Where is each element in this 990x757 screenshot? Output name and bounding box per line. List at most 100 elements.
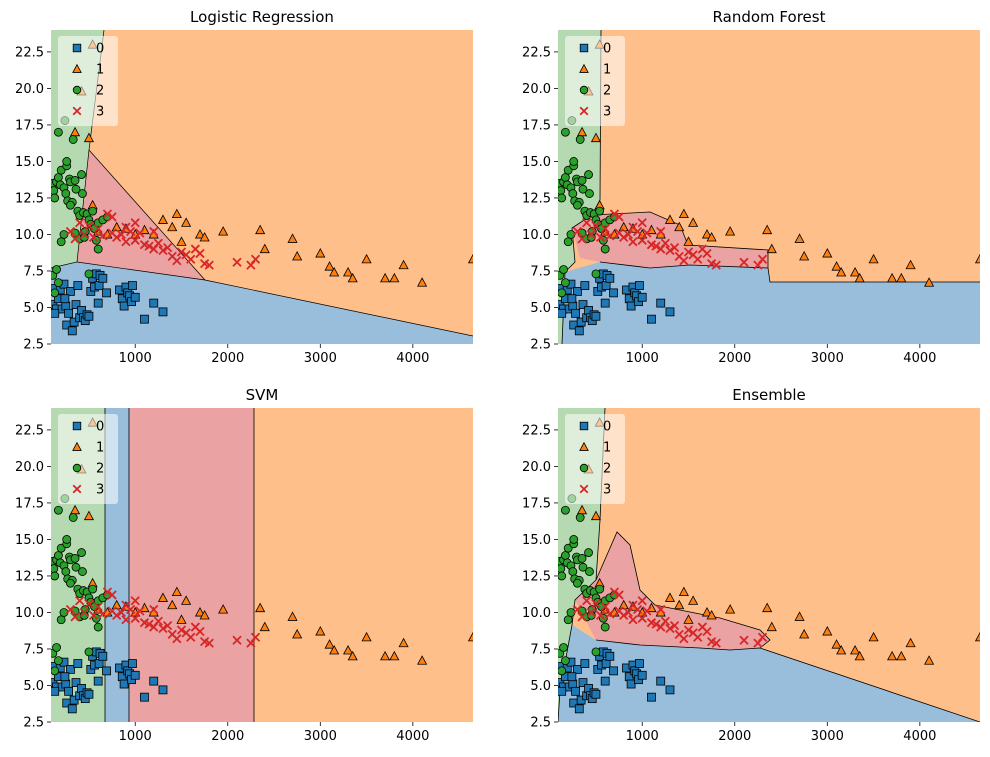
legend-label: 3 (603, 483, 611, 498)
data-point-class3 (102, 587, 113, 597)
data-point-class1 (194, 607, 206, 617)
data-point-class3 (88, 232, 99, 243)
data-point-class1 (706, 609, 717, 620)
subplot-title: Logistic Regression (190, 8, 334, 26)
data-point-class1 (417, 655, 428, 665)
data-point-class2 (561, 127, 570, 137)
data-point-class1 (218, 604, 229, 614)
data-point-class0 (102, 666, 111, 676)
subplot-svm: 1000 2000 3000 4000 2.5 5.0 7.5 10.0 12.5 15.0 17.… (15, 386, 473, 744)
data-point-class1 (342, 644, 354, 655)
data-point-class0 (60, 294, 70, 304)
x-tick-label: 4000 (903, 351, 936, 366)
data-point-class1 (887, 650, 898, 661)
legend-label: 2 (96, 84, 104, 99)
scatter-points (558, 417, 980, 714)
legend-label: 1 (96, 63, 104, 78)
data-point-class2 (577, 554, 587, 563)
data-point-class0 (51, 686, 60, 696)
legend-marker-class2 (579, 463, 589, 473)
data-point-class1 (725, 604, 736, 614)
data-point-class0 (571, 686, 580, 696)
data-point-class3 (65, 604, 76, 615)
subplot-title: Random Forest (713, 8, 826, 26)
data-point-class1 (417, 277, 428, 287)
data-point-class3 (250, 254, 261, 264)
data-point-class2 (558, 571, 567, 581)
legend-marker-class3 (579, 106, 589, 116)
legend-label: 1 (96, 441, 104, 456)
data-point-class2 (88, 206, 98, 216)
data-point-class1 (199, 609, 210, 620)
data-point-class1 (389, 272, 400, 283)
data-point-class1 (831, 261, 842, 271)
data-point-class3 (669, 620, 680, 631)
data-point-class1 (618, 221, 629, 232)
data-point-class3 (623, 229, 633, 240)
legend-marker-class2 (72, 463, 82, 473)
x-tick-label: 3000 (304, 729, 337, 744)
data-point-class3 (176, 247, 187, 257)
data-point-class1 (347, 650, 358, 661)
data-point-class3 (614, 212, 624, 222)
data-point-class3 (149, 226, 159, 237)
data-point-class2 (93, 244, 103, 254)
data-point-class3 (757, 632, 768, 642)
data-point-class1 (896, 272, 907, 283)
data-point-class0 (591, 689, 601, 699)
subplot-title: SVM (246, 386, 279, 404)
data-point-class1 (678, 208, 689, 219)
data-point-class0 (130, 292, 140, 302)
x-tick-label: 1000 (626, 351, 659, 366)
subplot-ensemble: 1000 2000 3000 4000 2.5 5.0 7.5 10.0 12.5 15.0 17.… (522, 386, 980, 744)
data-point-class3 (144, 619, 154, 629)
y-tick-label: 10.0 (15, 606, 44, 621)
y-tick-label: 15.0 (522, 155, 551, 170)
data-point-class3 (158, 245, 168, 256)
data-point-class2 (77, 548, 86, 557)
data-point-class1 (157, 592, 169, 602)
data-point-class2 (84, 269, 94, 279)
data-point-class2 (569, 157, 579, 166)
data-point-class3 (204, 260, 214, 270)
data-point-class0 (61, 679, 71, 689)
data-point-class1 (924, 277, 935, 287)
data-point-class3 (102, 209, 113, 219)
data-point-class3 (572, 604, 583, 615)
data-point-class3 (93, 601, 103, 612)
data-point-class1 (467, 631, 473, 642)
data-point-class2 (71, 184, 81, 194)
data-point-class3 (591, 599, 601, 609)
y-tick-label: 7.5 (23, 264, 44, 279)
data-point-class2 (51, 571, 60, 581)
data-point-class1 (315, 248, 326, 258)
y-tick-label: 12.5 (15, 569, 44, 584)
data-point-class1 (292, 250, 303, 261)
data-point-class2 (558, 564, 566, 574)
data-point-class0 (61, 301, 71, 311)
data-point-class1 (259, 621, 270, 632)
data-point-class0 (84, 311, 94, 321)
y-tick-label: 15.0 (15, 533, 44, 548)
data-point-class2 (62, 157, 72, 166)
y-tick-label: 22.5 (15, 45, 44, 60)
data-point-class3 (79, 229, 89, 240)
data-point-class3 (232, 635, 242, 645)
data-point-class2 (591, 269, 601, 279)
data-point-class0 (102, 288, 111, 298)
data-point-class1 (674, 221, 685, 232)
legend: 0 1 2 3 (58, 36, 118, 126)
data-point-class0 (574, 704, 584, 714)
y-tick-label: 2.5 (23, 338, 44, 353)
data-point-class2 (573, 200, 582, 210)
data-point-class1 (794, 611, 805, 621)
data-point-class2 (54, 173, 63, 182)
y-tick-label: 22.5 (522, 45, 551, 60)
data-point-class3 (591, 221, 601, 231)
data-point-class1 (924, 655, 935, 665)
data-point-class3 (158, 623, 168, 634)
data-point-class3 (669, 242, 680, 253)
data-point-class0 (130, 670, 140, 680)
x-tick-label: 1000 (119, 729, 152, 744)
